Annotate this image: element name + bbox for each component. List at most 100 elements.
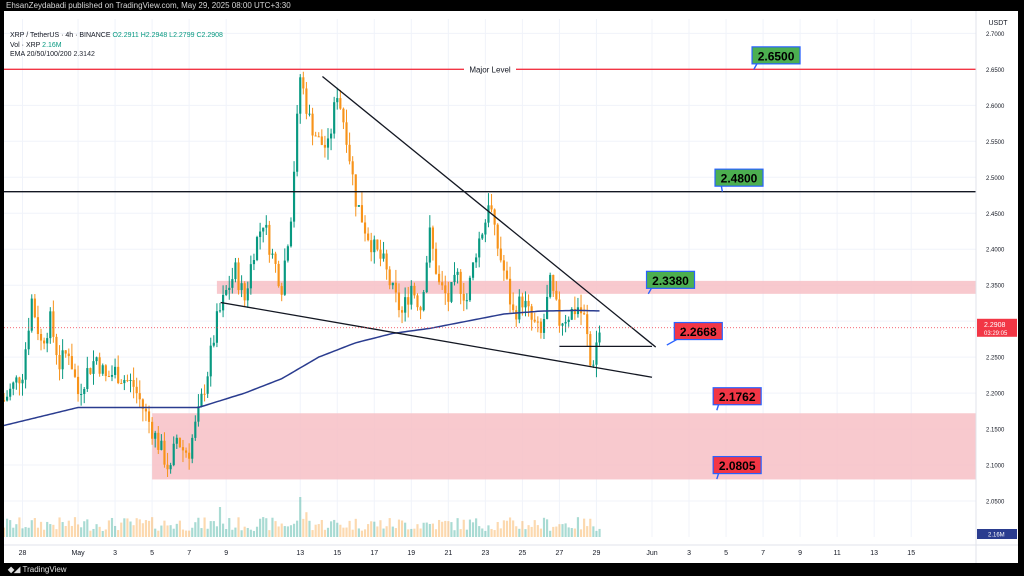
time-tick-label: 25 <box>519 550 527 557</box>
candle-body <box>333 102 336 134</box>
candle-body <box>536 321 539 323</box>
volume-bar <box>431 523 434 537</box>
volume-bar <box>225 529 228 537</box>
volume-bar <box>382 528 385 537</box>
candle-body <box>27 330 30 350</box>
candle-body <box>203 393 206 395</box>
volume-bar <box>259 518 262 537</box>
candle-body <box>80 394 83 396</box>
volume-bar <box>444 520 447 537</box>
volume-bar <box>46 521 49 537</box>
footer-brand[interactable]: TradingView <box>22 565 67 574</box>
volume-bar <box>351 529 354 537</box>
candle-body <box>141 399 144 409</box>
volume-bar <box>166 525 169 537</box>
volume-bar <box>567 527 570 537</box>
volume-bar <box>314 524 317 537</box>
candle-body <box>434 248 438 274</box>
volume-bar <box>533 520 536 537</box>
volume-bar <box>573 528 576 537</box>
candle-body <box>444 285 447 294</box>
volume-bar <box>252 530 256 537</box>
volume-bar <box>425 522 428 537</box>
volume-bar <box>9 520 12 537</box>
callout-2-0805-box <box>712 455 762 475</box>
time-tick-label: 11 <box>834 550 841 557</box>
candle-body <box>431 227 434 249</box>
volume-bar <box>512 520 515 537</box>
candle-body <box>428 227 431 263</box>
volume-bar <box>518 528 521 537</box>
time-tick-label: 13 <box>870 550 878 557</box>
volume-bar <box>302 518 305 537</box>
volume-bar <box>373 521 376 537</box>
volume-bar <box>231 529 234 537</box>
candle-body <box>336 98 339 103</box>
candle-body <box>129 380 132 382</box>
candle-body <box>172 443 175 466</box>
volume-bar <box>271 517 274 537</box>
volume-bar <box>561 524 564 537</box>
time-tick-label: 19 <box>407 550 415 557</box>
volume-bar <box>555 526 558 537</box>
candle-body <box>326 138 330 148</box>
volume-bar <box>391 526 394 537</box>
volume-bar <box>323 529 326 537</box>
volume-bar <box>18 517 21 537</box>
chart-canvas[interactable]: Major Level 2.6500 2.4800 2.3380 2.2668 2.176… <box>4 11 1018 563</box>
candle-body <box>280 286 283 295</box>
candle-body <box>311 113 314 136</box>
price-tick-label: 2.5500 <box>986 140 1005 146</box>
candle-body <box>595 342 598 365</box>
ema-value: 2.3142 <box>73 51 95 58</box>
candle-body <box>407 297 410 305</box>
candle-body <box>58 355 61 370</box>
candle-body <box>462 293 465 301</box>
major-level-label-bg <box>464 64 516 75</box>
candle-body <box>382 253 385 259</box>
volume-bar <box>586 526 589 537</box>
volume-bar <box>434 529 438 537</box>
candle-body <box>200 393 203 407</box>
volume-bar <box>422 522 425 537</box>
volume-bar <box>320 519 323 537</box>
volume-bar <box>447 521 450 537</box>
candle-body <box>39 334 43 341</box>
volume-bar <box>209 521 212 537</box>
candle-body <box>246 288 249 301</box>
candle-body <box>499 248 502 261</box>
tradingview-logo-icon[interactable]: ◆◢ <box>8 565 23 574</box>
candle-body <box>30 298 33 331</box>
volume-bar <box>524 529 527 537</box>
volume-bar <box>502 520 505 537</box>
candle-body <box>484 222 487 235</box>
candle-body <box>178 437 181 448</box>
candle-body <box>243 283 246 301</box>
candle-body <box>52 311 55 337</box>
time-tick-label: 28 <box>19 550 27 557</box>
candle-body <box>209 345 212 377</box>
close-value: C2.2908 <box>196 32 223 39</box>
volume-bar <box>61 522 64 537</box>
volume-bar <box>397 519 401 537</box>
volume-bar <box>336 522 339 537</box>
candle-body <box>33 298 36 318</box>
callout-2-2668-text: 2.2668 <box>680 325 717 339</box>
chart-panel[interactable]: Major Level 2.6500 2.4800 2.3380 2.2668 2.176… <box>4 11 1018 563</box>
candle-body <box>163 440 166 465</box>
volume-bar <box>215 526 218 537</box>
volume-bar <box>456 518 459 537</box>
time-tick-label: 21 <box>444 550 452 557</box>
volume-bar <box>400 520 404 537</box>
candle-body <box>521 296 524 308</box>
volume-bar <box>89 530 92 537</box>
candle-body <box>533 319 536 322</box>
candle-body <box>73 369 77 377</box>
volume-bar <box>98 526 101 537</box>
volume-bar <box>428 523 431 537</box>
volume-bar <box>52 524 55 537</box>
volume-bar <box>43 529 46 537</box>
candle-body <box>400 310 404 313</box>
volume-bar <box>490 528 493 537</box>
volume-bar <box>413 528 416 537</box>
